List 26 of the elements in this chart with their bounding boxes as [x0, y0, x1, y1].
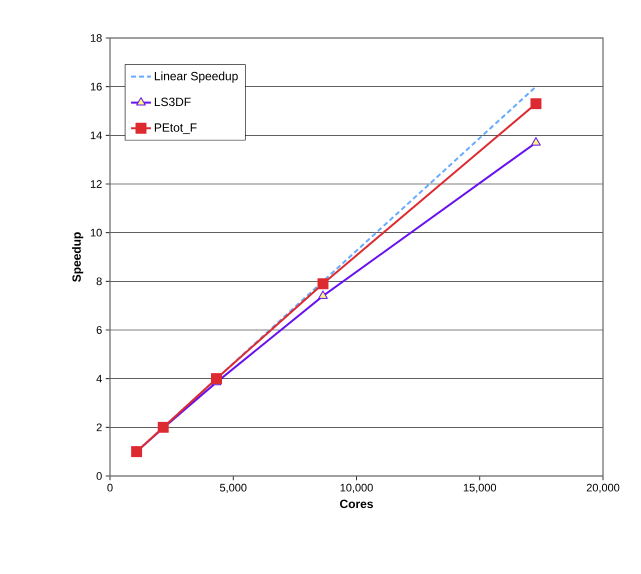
legend-label: PEtot_F	[154, 123, 197, 134]
y-tick-label: 14	[90, 132, 102, 140]
x-axis-title: Cores	[340, 500, 373, 508]
y-tick-label: 10	[90, 228, 102, 237]
point	[530, 98, 542, 110]
y-tick-label: 12	[90, 180, 102, 188]
point	[318, 290, 328, 299]
legend-label: Linear Speedup	[154, 72, 238, 83]
point	[211, 373, 222, 384]
legend-label: LS3DF	[154, 98, 191, 106]
x-tick-label: 20,000	[586, 484, 620, 493]
x-tick-label: 15,000	[464, 484, 496, 493]
y-tick-label: 6	[96, 326, 102, 334]
point	[318, 278, 328, 290]
x-tick-label: 5,000	[220, 484, 247, 493]
point	[531, 137, 541, 146]
y-tick-label: 2	[96, 424, 102, 432]
y-tick-label: 0	[96, 472, 102, 480]
x-tick-label: 0	[107, 484, 113, 492]
x-tick-label: 10,000	[340, 484, 373, 493]
point	[131, 446, 142, 458]
y-tick-label: 18	[90, 34, 102, 42]
y-tick-label: 4	[96, 374, 102, 382]
y-tick-label: 16	[90, 82, 102, 91]
y-tick-label: 8	[96, 277, 102, 286]
y-axis-title: Speedup	[72, 232, 84, 282]
